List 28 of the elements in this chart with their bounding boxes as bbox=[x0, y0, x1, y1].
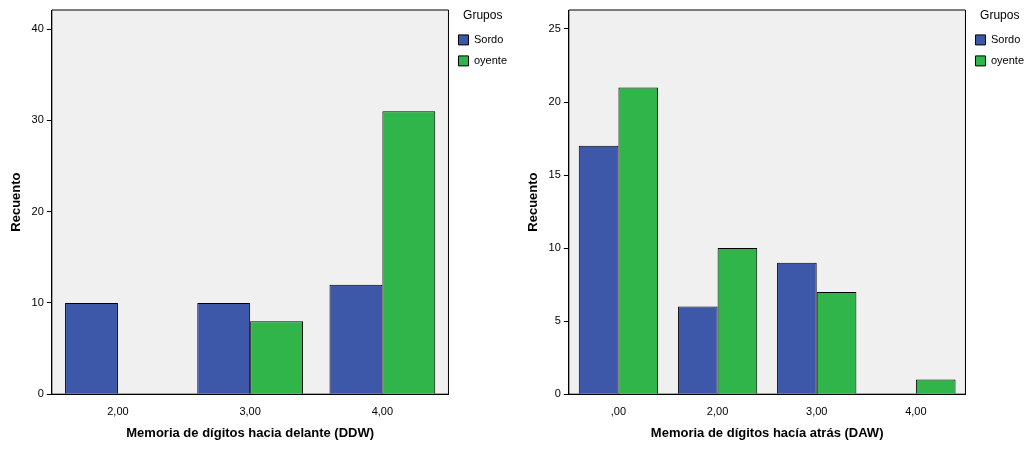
legend-label: Sordo bbox=[990, 32, 1021, 45]
legend-label: oyente bbox=[990, 53, 1024, 66]
y-tick-label: 25 bbox=[548, 22, 561, 35]
legend-title: Grupos bbox=[463, 8, 503, 23]
y-axis-title: Recuento bbox=[525, 172, 541, 232]
x-tick-label: 4,00 bbox=[905, 404, 927, 417]
y-tick-label: 10 bbox=[31, 295, 44, 308]
y-tick-label: 20 bbox=[548, 95, 561, 108]
x-tick-label: 4,00 bbox=[371, 404, 394, 417]
legend-title: Grupos bbox=[980, 8, 1020, 23]
x-tick-label: 2,00 bbox=[107, 404, 129, 417]
y-tick-label: 0 bbox=[554, 387, 561, 400]
y-tick-label: 15 bbox=[548, 168, 561, 181]
y-tick-label: 0 bbox=[37, 387, 44, 400]
y-tick-label: 20 bbox=[31, 204, 44, 217]
y-tick-label: 40 bbox=[31, 22, 44, 35]
y-tick-label: 5 bbox=[554, 314, 561, 327]
x-tick-label: 2,00 bbox=[706, 404, 729, 417]
y-axis-title: Recuento bbox=[8, 172, 24, 232]
x-axis-title: Memoria de dígitos hacía atrás (DAW) bbox=[650, 424, 884, 440]
x-tick-label: ,00 bbox=[610, 404, 627, 417]
x-axis-title: Memoria de dígitos hacia delante (DDW) bbox=[126, 424, 375, 440]
x-tick-label: 3,00 bbox=[806, 404, 828, 417]
y-tick-label: 10 bbox=[548, 241, 561, 254]
legend-label: Sordo bbox=[473, 32, 504, 45]
legend-label: oyente bbox=[473, 53, 507, 66]
y-tick-label: 30 bbox=[31, 113, 44, 126]
x-tick-label: 3,00 bbox=[239, 404, 261, 417]
